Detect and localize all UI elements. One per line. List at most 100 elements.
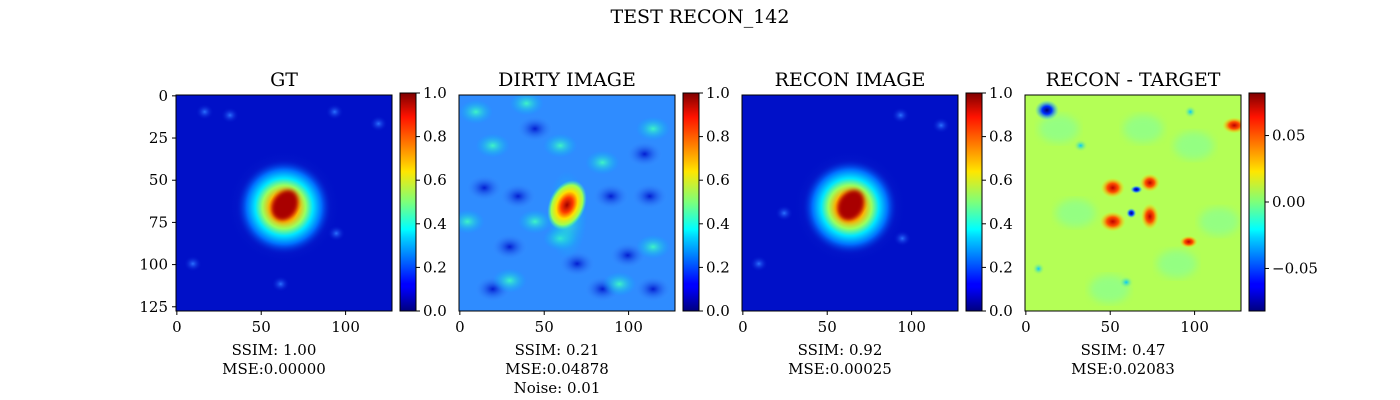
y-tick-label: 0 <box>158 87 168 105</box>
heatmap-high-patch <box>509 95 544 116</box>
y-tick-label: 125 <box>139 298 168 316</box>
metric-caption: MSE:0.00000 <box>222 360 326 378</box>
colorbar <box>965 92 983 312</box>
x-tick-label: 0 <box>455 318 465 336</box>
metric-caption: SSIM: 0.21 <box>515 341 600 359</box>
colorbar <box>1248 92 1266 312</box>
metric-caption: Noise: 0.01 <box>514 379 601 397</box>
heatmap-residual-blue <box>1126 208 1137 219</box>
heatmap-image <box>1025 95 1241 311</box>
x-tick-label: 100 <box>897 318 926 336</box>
heatmap-low-patch <box>491 233 528 260</box>
axes-frame <box>458 94 676 312</box>
heatmap-high-patch <box>543 133 578 158</box>
heatmap-residual-red <box>1139 173 1160 192</box>
heatmap-residual-red <box>1140 203 1159 230</box>
heatmap-low-patch <box>516 115 553 142</box>
heatmap-faint-spot <box>195 103 214 120</box>
metric-caption: SSIM: 0.92 <box>798 341 883 359</box>
heatmap-faint-spot <box>325 103 344 120</box>
heatmap-high-patch <box>636 116 671 141</box>
heatmap-faint-spot <box>221 107 239 124</box>
heatmap-faint-spot <box>749 255 768 272</box>
heatmap-high-patch <box>517 209 552 234</box>
colorbar-tick-label: 0.4 <box>423 215 447 233</box>
heatmap-low-patch <box>466 174 503 201</box>
heatmap-tint <box>1173 131 1214 160</box>
panel-title: GT <box>270 69 298 91</box>
heatmap-negative-spot <box>1034 100 1059 121</box>
heatmap-image <box>176 95 392 311</box>
y-tick-label: 25 <box>149 129 168 147</box>
x-tick-label: 50 <box>535 318 554 336</box>
heatmap-residual-red <box>1099 211 1126 232</box>
heatmap-source <box>547 180 587 230</box>
heatmap-faint-spot <box>183 255 202 272</box>
heatmap-residual-blue <box>1130 185 1143 194</box>
y-tick-label: 75 <box>149 213 168 231</box>
colorbar <box>682 92 700 312</box>
heatmap-negative-spot <box>1119 276 1134 289</box>
panel-title: DIRTY IMAGE <box>498 69 636 91</box>
x-tick-label: 0 <box>738 318 748 336</box>
colorbar-tick-label: 0.6 <box>706 171 730 189</box>
panel-2: DIRTY IMAGE 0 50 100 0.0 0.2 0.4 0.6 0.8 1.0 SSIM:… <box>455 69 730 397</box>
x-tick-label: 50 <box>818 318 837 336</box>
heatmap-high-patch <box>602 272 637 296</box>
figure-title: TEST RECON_142 <box>611 6 790 28</box>
colorbar-tick-label: 1.0 <box>706 84 730 102</box>
heatmap-negative-spot <box>1073 139 1088 152</box>
heatmap-faint-spot <box>369 115 388 132</box>
heatmap-core <box>271 189 299 221</box>
heatmap-tint <box>1123 114 1164 143</box>
x-tick-label: 50 <box>1101 318 1120 336</box>
heatmap-faint-spot <box>891 107 910 124</box>
heatmap-image <box>742 95 958 311</box>
heatmap-tint <box>1156 249 1197 278</box>
panel-1: GT 0 50 100 0 25 50 75 100 125 0.0 0.2 0.4 0.6 0.8 1.0 S… <box>139 69 447 378</box>
heatmap-high-patch <box>475 133 510 158</box>
heatmap-low-patch <box>500 183 537 210</box>
colorbar-tick-label: 1.0 <box>423 84 447 102</box>
heatmap-high-patch <box>459 209 485 234</box>
axes-frame <box>741 94 959 312</box>
heatmap-tint <box>1055 199 1096 228</box>
colorbar-tick-label: 0.00 <box>1272 193 1305 211</box>
x-tick-label: 100 <box>1180 318 1209 336</box>
heatmap-image <box>459 95 675 311</box>
panel-title: RECON - TARGET <box>1046 69 1221 91</box>
colorbar-tick-label: 0.0 <box>989 302 1013 320</box>
colorbar-tick-label: 0.8 <box>989 128 1013 146</box>
heatmap-low-patch <box>635 276 672 303</box>
heatmap-low-patch <box>626 141 663 168</box>
colorbar-tick-label: −0.05 <box>1272 259 1318 277</box>
x-tick-label: 0 <box>172 318 182 336</box>
heatmap-faint-spot <box>775 205 794 222</box>
heatmap-faint-spot <box>271 276 290 292</box>
x-tick-label: 100 <box>614 318 643 336</box>
heatmap-tint <box>1199 207 1240 236</box>
heatmap-negative-spot <box>1032 262 1045 275</box>
colorbar-tick-label: 0.2 <box>706 258 730 276</box>
x-tick-label: 50 <box>252 318 271 336</box>
heatmap-residual-red <box>1100 177 1125 198</box>
heatmap-positive-spot <box>1179 235 1198 248</box>
colorbar-tick-label: 0.8 <box>706 128 730 146</box>
heatmap-high-patch <box>636 234 671 259</box>
axes-frame <box>175 94 393 312</box>
colorbar-tick-label: 0.0 <box>706 302 730 320</box>
heatmap-tint <box>1038 114 1079 143</box>
heatmap-low-patch <box>592 183 629 210</box>
heatmap-high-patch <box>459 99 493 124</box>
metric-caption: SSIM: 1.00 <box>232 341 317 359</box>
x-tick-label: 100 <box>331 318 360 336</box>
colorbar-tick-label: 0.4 <box>989 215 1013 233</box>
colorbar-tick-label: 0.0 <box>423 302 447 320</box>
metric-caption: SSIM: 0.47 <box>1081 341 1166 359</box>
heatmap-positive-spot <box>1222 117 1241 134</box>
colorbar-tick-label: 0.4 <box>706 215 730 233</box>
heatmap-core <box>837 189 865 221</box>
heatmap-faint-spot <box>932 117 951 134</box>
metric-caption: MSE:0.00025 <box>788 360 892 378</box>
